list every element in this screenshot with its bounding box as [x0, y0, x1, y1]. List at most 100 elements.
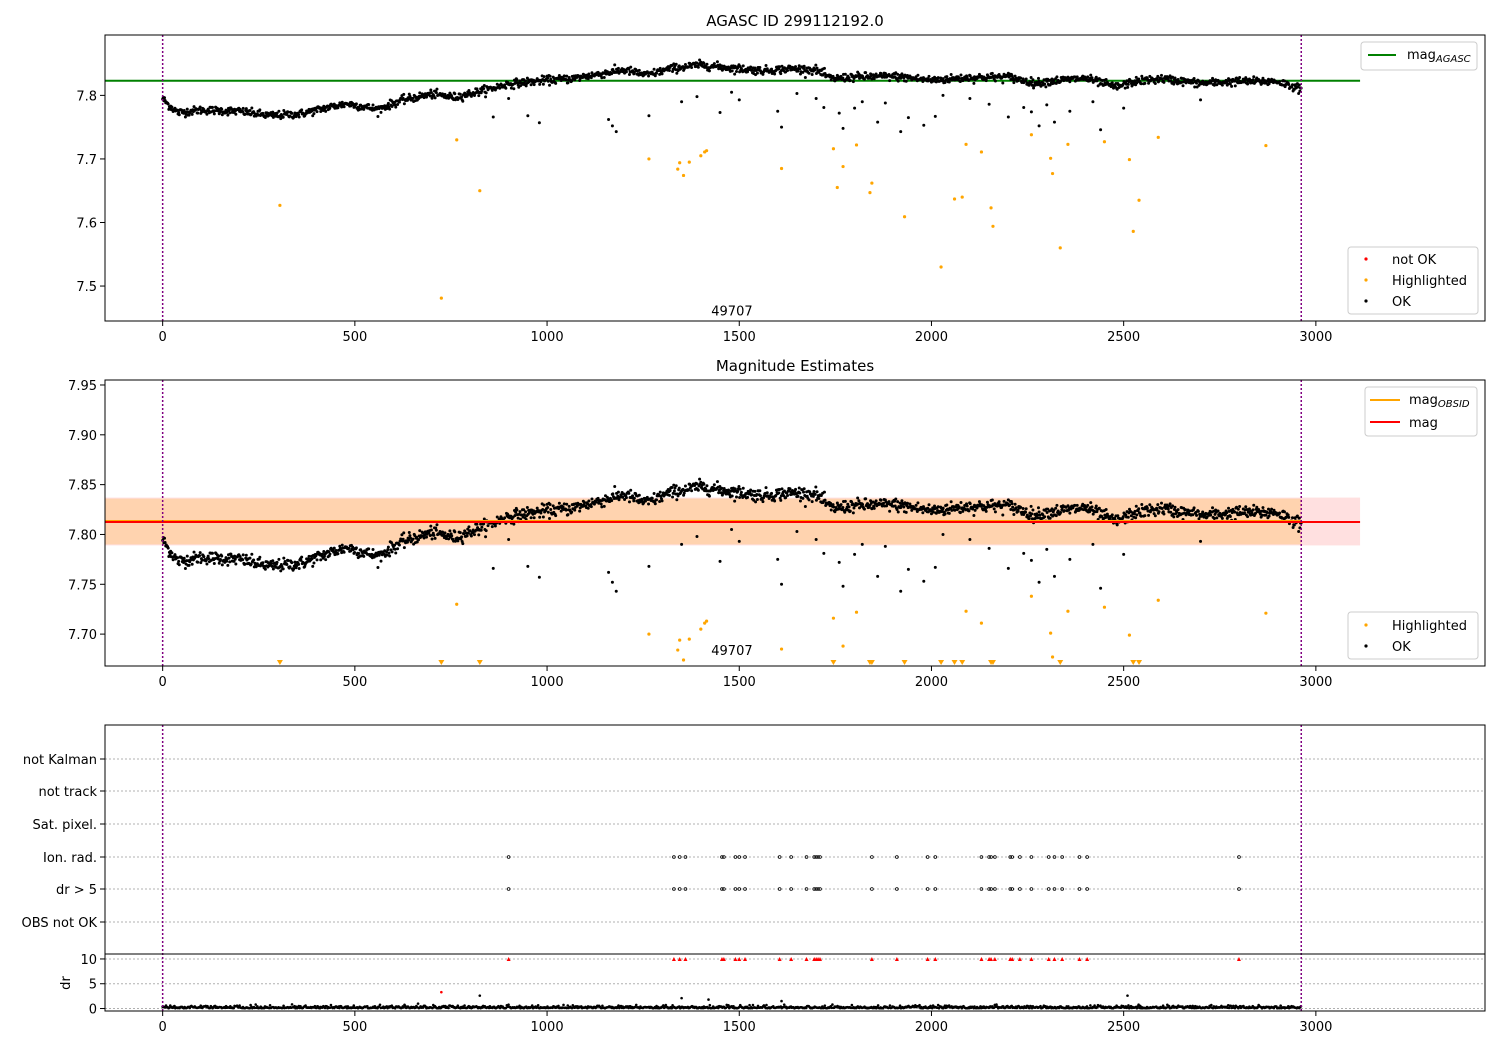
ok-point [1140, 502, 1144, 506]
ok-point [386, 101, 390, 105]
ok-point [1233, 84, 1237, 88]
ok-point [1282, 510, 1286, 514]
ok-point [564, 78, 568, 82]
ok-point [546, 76, 550, 80]
ok-point [1052, 574, 1056, 578]
ok-point [285, 562, 289, 566]
ok-point [163, 536, 167, 540]
ok-point [1024, 77, 1028, 81]
ok-point [602, 75, 606, 79]
ok-point [281, 567, 285, 571]
ok-point [1055, 503, 1059, 507]
ok-point [1104, 508, 1108, 512]
flag-point [777, 887, 782, 891]
ok-point [427, 531, 431, 535]
ok-point [589, 76, 593, 80]
highlighted-point [704, 619, 709, 623]
ok-point [1211, 506, 1215, 510]
panel-2-frame [104, 379, 1486, 667]
ok-point [468, 529, 472, 533]
flag-point [677, 855, 682, 859]
x-tick-label: 500 [342, 675, 367, 690]
dr-point [601, 1004, 604, 1008]
ok-point [888, 79, 892, 83]
ok-point [418, 91, 422, 95]
ok-point [624, 496, 628, 500]
ok-point [655, 71, 659, 75]
ok-point [554, 514, 558, 518]
ok-point [730, 69, 734, 73]
ok-point [1238, 76, 1242, 80]
panel-1-legend-top: magAGASC [1360, 41, 1478, 71]
ok-point [402, 546, 406, 550]
ok-point [957, 76, 961, 80]
ok-point [286, 110, 290, 114]
ok-point [220, 554, 224, 558]
ok-point [1129, 514, 1133, 518]
ok-point [682, 491, 686, 495]
ok-point [310, 557, 314, 561]
ok-point [538, 515, 542, 519]
ok-point [1264, 513, 1268, 517]
ok-point [466, 527, 470, 531]
ok-point [587, 499, 591, 503]
x-tick-label: 2500 [1107, 675, 1140, 690]
panel-1-annotation: 49707 [711, 304, 752, 319]
ok-point [522, 508, 526, 512]
ok-point [990, 498, 994, 502]
highlighted-point [964, 609, 968, 613]
ok-point [1191, 513, 1195, 517]
ok-point [984, 509, 988, 513]
ok-point [1031, 78, 1035, 82]
ok-point [1126, 85, 1130, 89]
ok-point [401, 537, 405, 541]
ok-point [876, 574, 880, 578]
ok-point [1054, 506, 1058, 510]
ok-point [786, 494, 790, 498]
ok-point [1091, 542, 1095, 546]
ok-point [397, 543, 401, 547]
ok-point [1041, 513, 1045, 517]
ok-point [1251, 78, 1255, 82]
highlighted-point [841, 164, 845, 169]
ok-point [1104, 77, 1108, 81]
ok-point [730, 527, 734, 531]
ok-point [675, 71, 679, 75]
ok-point [1265, 510, 1269, 514]
ok-point [402, 531, 406, 535]
ok-point [862, 507, 866, 511]
ok-point [739, 490, 743, 494]
ok-point [673, 486, 677, 490]
ok-point [1195, 513, 1199, 517]
ok-point [941, 532, 945, 536]
flag-point [812, 855, 817, 859]
highlighted-point [455, 138, 459, 142]
ok-point [271, 559, 275, 563]
ok-point [522, 513, 526, 517]
ok-point [629, 65, 633, 69]
ok-point [394, 551, 398, 555]
ok-point [837, 111, 841, 115]
ok-point [1230, 84, 1234, 88]
ok-point [166, 102, 170, 106]
ok-point [1166, 507, 1170, 511]
dr-point [850, 1003, 854, 1007]
ok-point [432, 533, 436, 537]
x-tick-label: 1500 [723, 675, 756, 690]
ok-point [376, 565, 380, 569]
ok-point [1133, 509, 1137, 513]
ok-point [879, 72, 883, 76]
ok-point [1012, 81, 1016, 85]
ok-point [1161, 510, 1165, 514]
ok-point [226, 563, 230, 567]
ok-point [1134, 516, 1138, 520]
ok-point [943, 512, 947, 516]
ok-point [394, 105, 398, 109]
ok-point [1225, 80, 1229, 84]
ok-point [1022, 551, 1026, 555]
ok-point [670, 486, 674, 490]
ok-point [546, 510, 550, 514]
ok-point [484, 535, 488, 539]
ok-point [234, 112, 238, 116]
ok-point [860, 542, 864, 546]
